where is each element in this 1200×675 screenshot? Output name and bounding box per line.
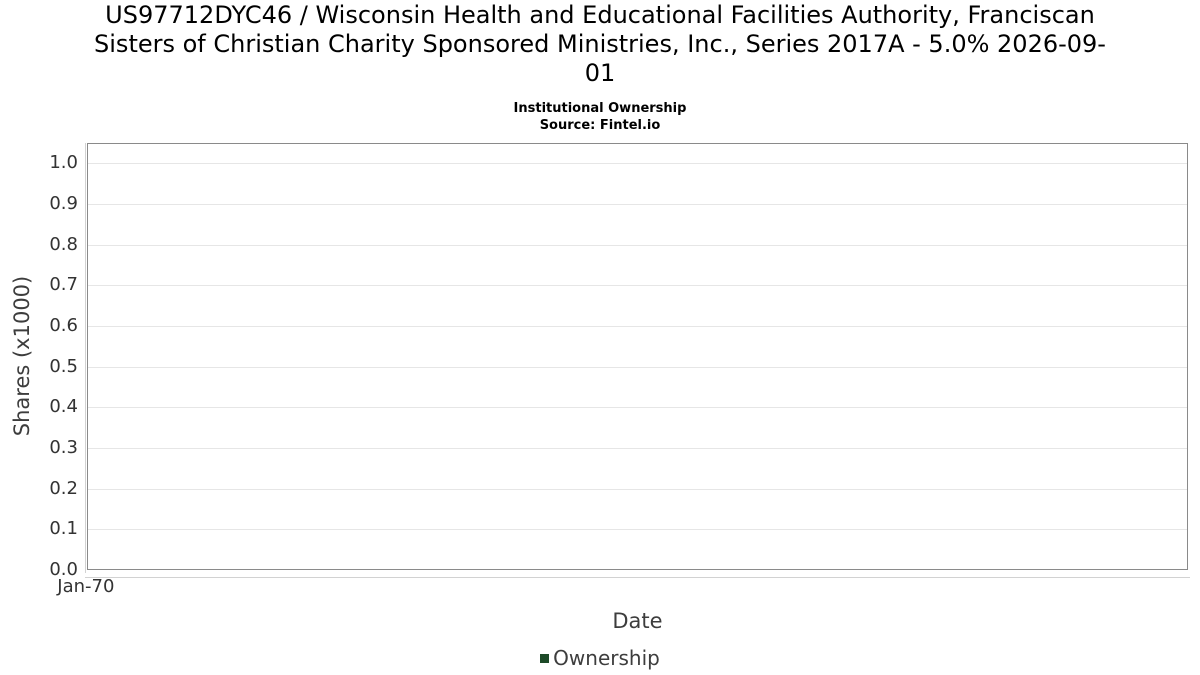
y-tick-label-0.3: 0.3 [49, 437, 78, 458]
chart-title-line-1: US97712DYC46 / Wisconsin Health and Educ… [105, 1, 1095, 29]
y-tick-label-0.6: 0.6 [49, 315, 78, 336]
y-tick-label-0.0: 0.0 [49, 559, 78, 580]
chart-title-line-2: Sisters of Christian Charity Sponsored M… [94, 30, 1106, 58]
chart-subtitle: Institutional Ownership [513, 101, 687, 116]
x-axis-line [85, 577, 1190, 578]
chart-title: US97712DYC46 / Wisconsin Health and Educ… [6, 1, 1194, 88]
y-tick-label-0.7: 0.7 [49, 274, 78, 295]
gridline-y-0.1 [88, 529, 1187, 530]
gridline-y-0.4 [88, 407, 1187, 408]
x-axis-title: Date [612, 609, 663, 633]
legend-label: Ownership [553, 646, 660, 670]
legend-marker-square [540, 654, 550, 663]
gridline-y-0.5 [88, 367, 1187, 368]
chart-source: Source: Fintel.io [539, 118, 661, 133]
y-tick-label-0.2: 0.2 [49, 478, 78, 499]
x-tick-label-Jan-70: Jan-70 [57, 576, 115, 597]
y-tick-label-0.4: 0.4 [49, 396, 78, 417]
gridline-y-1.0 [88, 163, 1187, 164]
y-tick-label-0.8: 0.8 [49, 234, 78, 255]
chart-title-line-3: 01 [584, 59, 616, 87]
gridline-y-0.8 [88, 245, 1187, 246]
gridline-y-0.2 [88, 489, 1187, 490]
chart-subtitle-block: Institutional Ownership Source: Fintel.i… [0, 100, 1200, 134]
y-tick-label-1.0: 1.0 [49, 152, 78, 173]
y-tick-label-0.9: 0.9 [49, 193, 78, 214]
gridline-y-0.7 [88, 285, 1187, 286]
gridline-y-0.3 [88, 448, 1187, 449]
y-tick-label-0.1: 0.1 [49, 518, 78, 539]
gridline-y-0.6 [88, 326, 1187, 327]
gridline-y-0.9 [88, 204, 1187, 205]
legend-item-ownership[interactable]: Ownership [540, 647, 660, 669]
plot-area [87, 143, 1188, 570]
y-tick-label-0.5: 0.5 [49, 356, 78, 377]
legend: Ownership [0, 647, 1200, 669]
y-axis-line [85, 143, 86, 573]
